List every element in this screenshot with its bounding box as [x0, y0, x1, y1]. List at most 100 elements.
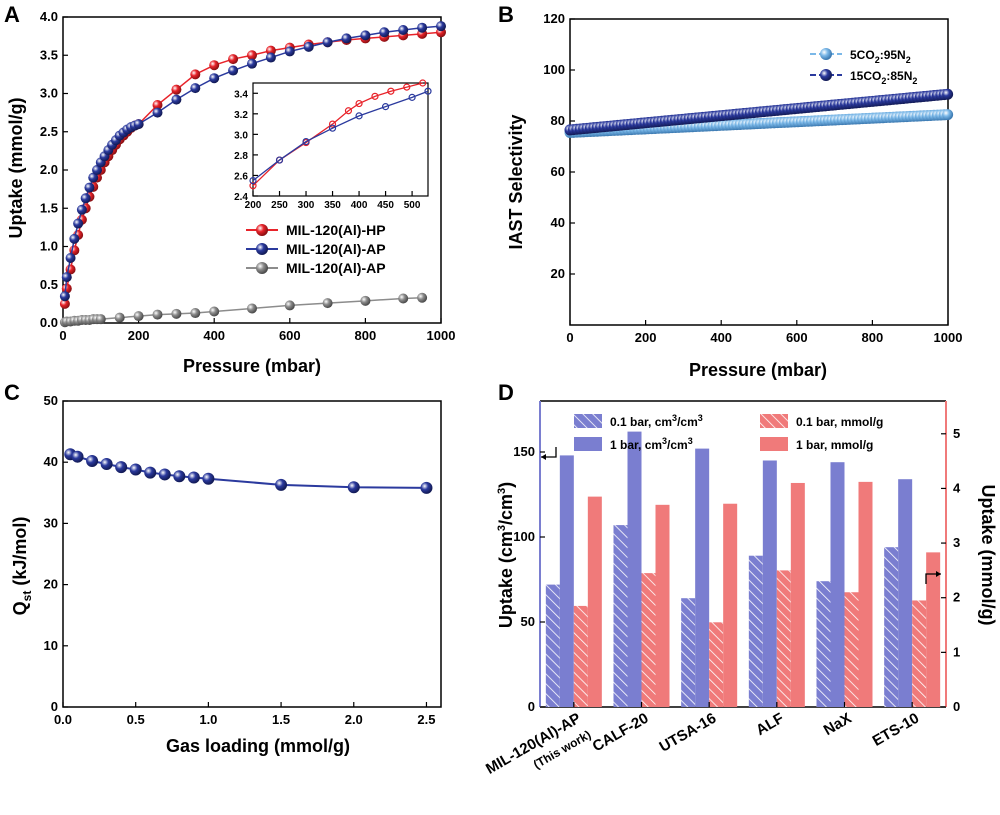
panel-c-ylabel-rest: (kJ/mol) — [10, 517, 30, 591]
panel-d-bar — [776, 570, 791, 707]
panel-a-point — [247, 58, 257, 69]
panel-d-legend-label: 1 bar, mmol/g — [796, 438, 873, 452]
panel-b-legend-label-sub: 2 — [906, 55, 911, 65]
panel-b-xtick-label: 200 — [635, 330, 657, 345]
panel-d-legend-label-sup: 3 — [672, 413, 677, 423]
panel-b-legend-label: 15CO2:85N2 — [850, 69, 917, 86]
panel-b-xtick-label: 800 — [862, 330, 884, 345]
panel-a-point — [265, 52, 276, 63]
panel-d-bar — [858, 481, 873, 707]
panel-a-point — [73, 218, 84, 229]
panel-d-legend-label-pre: 0.1 bar, cm — [610, 415, 672, 429]
panel-c-ylabel-sub: st — [20, 591, 34, 602]
panel-c-xtick-label: 2.0 — [345, 712, 363, 727]
panel-d-bar — [830, 462, 845, 707]
panel-a-ytick-label: 3.0 — [40, 86, 58, 101]
panel-d-bar — [559, 455, 574, 707]
panel-a-point — [95, 314, 106, 325]
panel-a-legend-marker — [256, 262, 268, 274]
panel-d-ylabel-left: Uptake (cm3/cm3) — [496, 482, 516, 628]
panel-d-ytick-left-label: 100 — [513, 529, 535, 544]
panel-d-bar — [695, 448, 710, 707]
panel-d-legend-swatch — [760, 437, 788, 451]
panel-a-point — [84, 182, 95, 193]
panel-b-point — [942, 109, 954, 121]
panel-c-point — [100, 458, 113, 471]
panel-a-xtick-label: 0 — [59, 328, 66, 343]
panel-a-xtick-label: 1000 — [427, 328, 456, 343]
panel-d-bar — [898, 479, 913, 707]
panel-a-inset-point — [424, 87, 432, 95]
panel-a-point — [88, 172, 99, 183]
panel-c-ytick-label: 40 — [44, 454, 58, 469]
panel-c-point — [129, 463, 142, 476]
panel-d-bar — [545, 584, 560, 707]
panel-d-legend-label-sup: 3 — [662, 436, 667, 446]
panel-b-ytick-label: 80 — [551, 113, 565, 128]
panel-a-point — [209, 60, 220, 71]
panel-d-bar — [627, 431, 642, 707]
panel-c-ytick-label: 10 — [44, 638, 58, 653]
panel-a: 0 200 400 600 800 1000 0.0 0.5 1.0 1.5 2.0 2.5 3.0 3.… — [40, 9, 456, 343]
panel-d-bar — [587, 496, 602, 707]
panel-a-legend-label: MIL-120(Al)-AP — [286, 260, 386, 276]
panel-b-point — [942, 88, 954, 100]
panel-a-inset-ytick-label: 2.8 — [234, 151, 248, 162]
panel-a-point — [114, 312, 125, 323]
panel-d-bar — [844, 592, 859, 707]
panel-b-legend-label-pre: 5CO — [850, 48, 875, 62]
panel-d-category-label: CALF-20 — [590, 710, 652, 756]
panel-d-ytick-right-label: 4 — [953, 480, 961, 495]
panel-b-xtick-label: 400 — [710, 330, 732, 345]
panel-a-point — [133, 311, 144, 322]
panel-b-legend-label-pre: 15CO — [850, 69, 881, 83]
panel-c-point — [158, 468, 171, 481]
panel-c-point — [202, 472, 215, 485]
panel-a-ytick-label: 4.0 — [40, 9, 58, 24]
panel-b-xtick-label: 600 — [786, 330, 808, 345]
left-axis-arrowhead-icon — [541, 454, 546, 460]
panel-d-ylabel-left-sup2: 3 — [496, 488, 508, 494]
panel-a-inset-xtick-label: 250 — [271, 200, 288, 211]
panel-d-category-label: ETS-10 — [870, 710, 923, 750]
panel-d-legend-label-mid: /cm — [667, 438, 688, 452]
panel-d-ytick-right-label: 0 — [953, 699, 960, 714]
panel-d-bar — [573, 605, 588, 707]
panel-c-point — [275, 478, 288, 491]
panel-c: 0.0 0.5 1.0 1.5 2.0 2.5 0 10 20 30 40 50 — [44, 393, 442, 727]
panel-a-inset-point — [344, 107, 353, 115]
panel-a-point — [265, 45, 276, 56]
panel-a-ylabel: Uptake (mmol/g) — [6, 97, 26, 238]
panel-d-bar — [723, 503, 738, 707]
panel-c-xtick-label: 1.0 — [199, 712, 217, 727]
panel-a-inset-ytick-label: 2.6 — [234, 171, 248, 182]
panel-b-letter: B — [498, 2, 514, 27]
panel-b-legend-label-sub: 2 — [881, 76, 886, 86]
panel-a-ytick-label: 2.5 — [40, 124, 58, 139]
panel-c-xtick-label: 0.0 — [54, 712, 72, 727]
panel-d-ylabel-left-mid: /cm — [496, 494, 516, 525]
panel-c-ytick-label: 20 — [44, 577, 58, 592]
panel-c-point — [173, 470, 186, 483]
panel-a-point — [65, 252, 76, 263]
panel-a-point — [341, 33, 352, 44]
panel-d-bar — [613, 525, 628, 707]
panel-a-ytick-label: 1.0 — [40, 239, 58, 254]
panel-d-legend-label-sup: 3 — [688, 436, 693, 446]
panel-a-inset-point — [355, 112, 363, 120]
panel-c-point — [420, 481, 433, 494]
panel-d-ylabel-left-post: ) — [496, 482, 516, 488]
panel-c-point — [144, 466, 157, 479]
panel-c-point — [187, 471, 200, 484]
panel-a-xtick-label: 800 — [355, 328, 377, 343]
panel-d-category-label: ALF — [753, 710, 787, 739]
panel-a-point — [152, 107, 163, 118]
panel-d-bar — [762, 460, 777, 707]
panel-a-point — [228, 54, 239, 65]
panel-a-point — [152, 309, 163, 320]
panel-a-point — [209, 306, 220, 317]
panel-a-point — [228, 65, 239, 76]
panel-a-point — [76, 204, 87, 215]
panel-a-inset-ytick-label: 3.2 — [234, 110, 248, 121]
